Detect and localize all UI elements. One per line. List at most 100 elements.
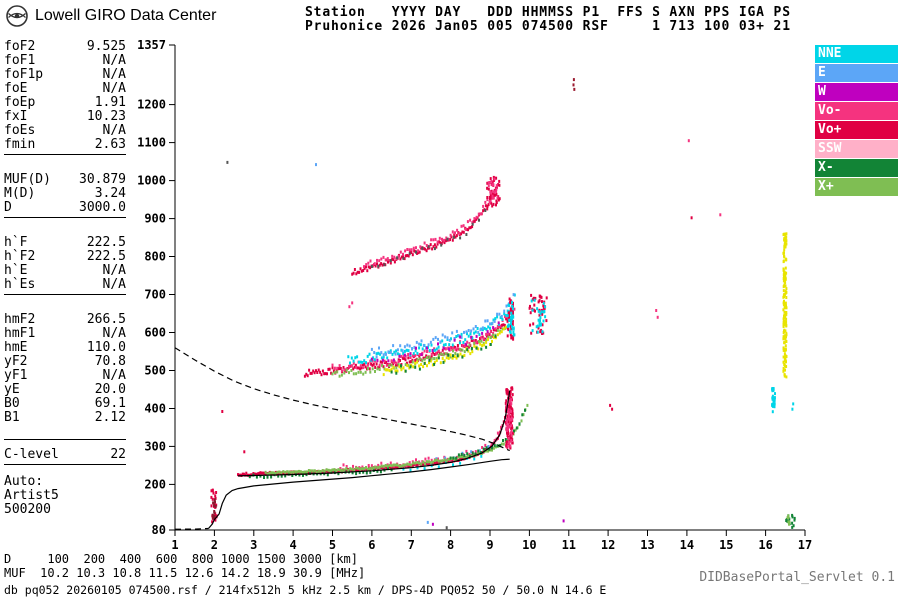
svg-text:16: 16 xyxy=(758,538,772,552)
param-label: foE xyxy=(4,81,28,96)
param-section-frequencies: foF2 9.525 foF1 N/A foF1p N/A foE N/A foEp 1.91 fx… xyxy=(4,40,126,155)
param-value: 1.91 xyxy=(94,95,126,110)
param-value: 222.5 xyxy=(86,249,126,264)
param-row-foes: foEs N/A xyxy=(4,124,126,138)
svg-text:7: 7 xyxy=(408,538,415,552)
param-value: 222.5 xyxy=(86,235,126,250)
svg-text:400: 400 xyxy=(144,402,166,416)
svg-text:13: 13 xyxy=(640,538,654,552)
param-value: 20.0 xyxy=(94,382,126,397)
svg-text:12: 12 xyxy=(601,538,615,552)
svg-text:5: 5 xyxy=(329,538,336,552)
param-label: hmF2 xyxy=(4,312,36,327)
param-row-yf2: yF2 70.8 xyxy=(4,355,126,369)
param-label: yF1 xyxy=(4,368,28,383)
param-section-profile: hmF2 266.5 hmF1 N/A hmE 110.0 yF2 70.8 yF1 N/A yE 2… xyxy=(4,313,126,440)
param-value: 9.525 xyxy=(86,39,126,54)
param-row-m-d: M(D) 3.24 xyxy=(4,187,126,201)
param-row-hmf1: hmF1 N/A xyxy=(4,327,126,341)
svg-text:600: 600 xyxy=(144,326,166,340)
param-row-fof1: foF1 N/A xyxy=(4,54,126,68)
svg-text:500: 500 xyxy=(144,364,166,378)
station-header-values: Pruhonice 2026 Jan05 005 074500 RSF 1 71… xyxy=(305,19,791,34)
svg-text:10: 10 xyxy=(522,538,536,552)
param-label: fxI xyxy=(4,109,28,124)
param-section-confidence: C-level 22 xyxy=(4,448,126,465)
param-row-b1: B1 2.12 xyxy=(4,411,126,425)
legend-item-w: W xyxy=(815,83,898,101)
legend-item-vo: Vo+ xyxy=(815,121,898,139)
svg-text:4: 4 xyxy=(289,538,296,552)
param-label: Artist5 xyxy=(4,488,59,503)
param-row-yf1: yF1 N/A xyxy=(4,369,126,383)
param-label: MUF(D) xyxy=(4,172,51,187)
param-value: N/A xyxy=(102,326,126,341)
param-value: 266.5 xyxy=(86,312,126,327)
param-row-muf-d: MUF(D) 30.879 xyxy=(4,173,126,187)
param-label: h`F2 xyxy=(4,249,36,264)
param-row-d: D 3000.0 xyxy=(4,201,126,215)
svg-text:8: 8 xyxy=(447,538,454,552)
param-value: 69.1 xyxy=(94,396,126,411)
param-value: 2.63 xyxy=(94,137,126,152)
param-value: N/A xyxy=(102,277,126,292)
param-row-b0: B0 69.1 xyxy=(4,397,126,411)
param-row-hme: hmE 110.0 xyxy=(4,341,126,355)
param-label: B1 xyxy=(4,410,20,425)
param-row-ye: yE 20.0 xyxy=(4,383,126,397)
param-section-virtual-heights: h`F 222.5 h`F2 222.5 h`E N/A h`Es N/A xyxy=(4,236,126,295)
param-label: C-level xyxy=(4,447,59,462)
legend-item-x: X- xyxy=(815,159,898,177)
svg-text:17: 17 xyxy=(798,538,812,552)
param-value: N/A xyxy=(102,263,126,278)
param-row-h-f: h`F 222.5 xyxy=(4,236,126,250)
param-label: h`F xyxy=(4,235,28,250)
param-label: foEs xyxy=(4,123,36,138)
param-row-hmf2: hmF2 266.5 xyxy=(4,313,126,327)
legend-item-x: X+ xyxy=(815,178,898,196)
param-label: yF2 xyxy=(4,354,28,369)
param-value: 110.0 xyxy=(86,340,126,355)
param-label: 500200 xyxy=(4,502,51,517)
file-info-row: db pq052 20260105 074500.rsf / 214fx512h… xyxy=(4,583,607,597)
param-value: 30.879 xyxy=(79,172,126,187)
station-header-labels: Station YYYY DAY DDD HHMMSS P1 FFS S AXN… xyxy=(305,5,791,20)
param-label: foEp xyxy=(4,95,36,110)
svg-text:3: 3 xyxy=(250,538,257,552)
param-value: N/A xyxy=(102,368,126,383)
param-row-h-es: h`Es N/A xyxy=(4,278,126,292)
svg-text:300: 300 xyxy=(144,439,166,453)
svg-text:700: 700 xyxy=(144,288,166,302)
param-row-c-level: C-level 22 xyxy=(4,448,126,462)
param-row-fof1p: foF1p N/A xyxy=(4,68,126,82)
distance-row: D 100 200 400 600 800 1000 1500 3000 [km… xyxy=(4,552,359,566)
param-value: 3.24 xyxy=(94,186,126,201)
param-label: h`E xyxy=(4,263,28,278)
param-row-fof2: foF2 9.525 xyxy=(4,40,126,54)
muf-row: MUF 10.2 10.3 10.8 11.5 12.6 14.2 18.9 3… xyxy=(4,566,366,580)
param-label: hmE xyxy=(4,340,28,355)
svg-text:15: 15 xyxy=(719,538,733,552)
svg-text:1000: 1000 xyxy=(137,174,166,188)
legend-item-nne: NNE xyxy=(815,45,898,63)
param-row-auto: Auto: xyxy=(4,475,126,489)
svg-text:200: 200 xyxy=(144,477,166,491)
svg-text:1: 1 xyxy=(171,538,178,552)
svg-text:900: 900 xyxy=(144,212,166,226)
param-row-foep: foEp 1.91 xyxy=(4,96,126,110)
param-row-fmin: fmin 2.63 xyxy=(4,138,126,152)
svg-text:11: 11 xyxy=(562,538,576,552)
param-row-h-e: h`E N/A xyxy=(4,264,126,278)
param-value: 70.8 xyxy=(94,354,126,369)
param-row-fxi: fxI 10.23 xyxy=(4,110,126,124)
param-section-autoscaling: Auto: Artist5 500200 xyxy=(4,475,126,519)
svg-text:14: 14 xyxy=(680,538,694,552)
param-label: foF2 xyxy=(4,39,36,54)
param-label: D xyxy=(4,200,12,215)
svg-text:800: 800 xyxy=(144,250,166,264)
param-label: fmin xyxy=(4,137,36,152)
param-row-foe: foE N/A xyxy=(4,82,126,96)
param-label: foF1p xyxy=(4,67,44,82)
